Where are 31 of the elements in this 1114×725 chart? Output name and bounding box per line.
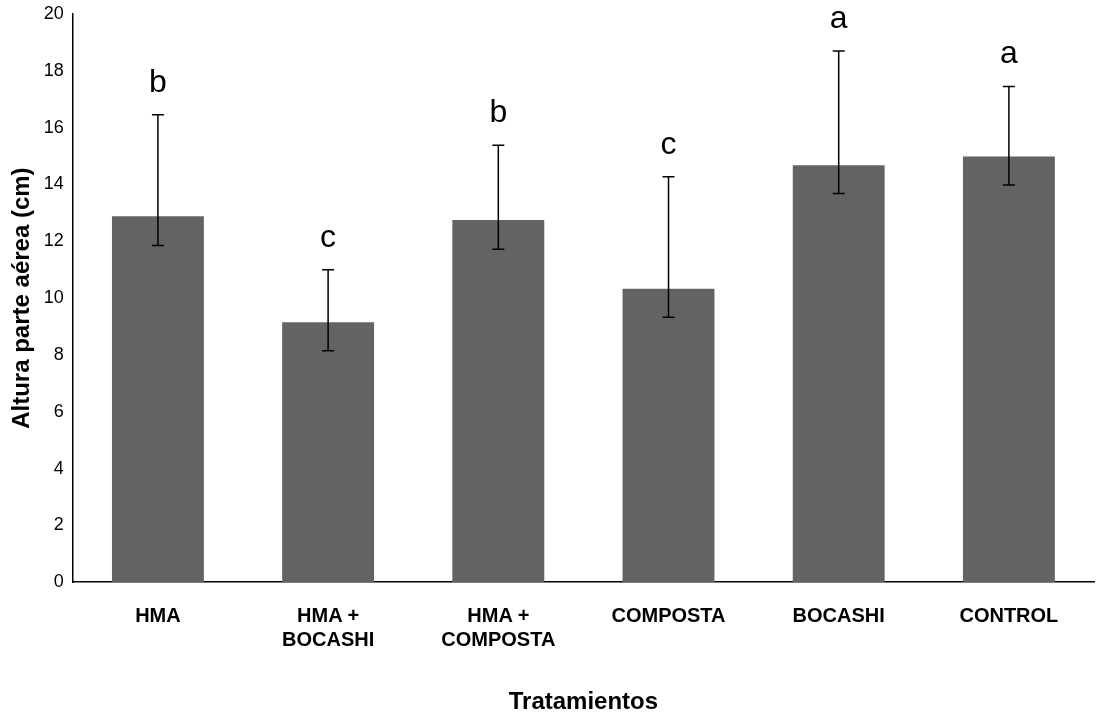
x-axis-title: Tratamientos — [508, 687, 659, 715]
y-tick-label: 0 — [53, 571, 64, 592]
y-tick-label: 2 — [53, 514, 64, 535]
x-tick-label: HMA + COMPOSTA — [441, 603, 556, 650]
y-tick-label: 12 — [43, 230, 64, 251]
y-tick-label: 14 — [43, 173, 64, 194]
bar — [792, 165, 885, 583]
annotation: b — [489, 93, 508, 130]
x-tick-label: CONTROL — [959, 603, 1059, 626]
x-tick-label: COMPOSTA — [611, 603, 726, 626]
annotation: b — [149, 62, 167, 99]
annotation: c — [660, 124, 677, 161]
bar — [111, 216, 204, 583]
y-tick-label: 6 — [53, 400, 64, 421]
x-tick-label: HMA — [135, 603, 181, 626]
y-tick-label: 20 — [43, 2, 64, 23]
y-axis-title: Altura parte aérea (cm) — [7, 167, 35, 429]
y-tick-label: 8 — [53, 343, 64, 364]
bar — [622, 288, 715, 583]
y-tick-label: 10 — [43, 287, 64, 308]
annotation: a — [829, 0, 848, 35]
bar — [962, 156, 1055, 583]
y-tick-label: 16 — [43, 116, 64, 137]
annotation: c — [320, 217, 337, 254]
bar — [282, 322, 375, 583]
x-tick-label: BOCASHI — [792, 603, 885, 626]
y-tick-label: 18 — [43, 59, 64, 80]
bar — [452, 219, 545, 583]
x-tick-label: HMA + BOCASHI — [282, 603, 375, 650]
y-tick-label: 4 — [53, 457, 64, 478]
annotation: a — [1000, 34, 1018, 71]
